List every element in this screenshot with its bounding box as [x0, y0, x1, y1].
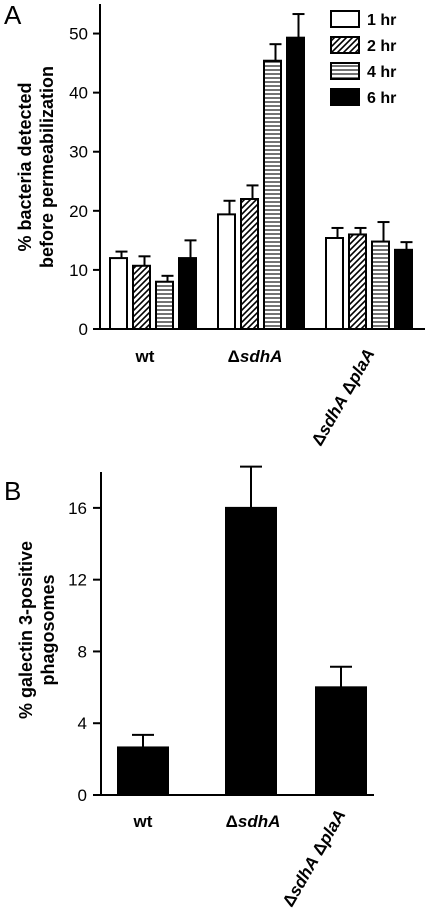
panel-a-y-tick-label: 0 [79, 320, 88, 339]
panel-a-category-label: ΔsdhA [228, 347, 283, 366]
panel-b-category-label-part-0: wt [133, 812, 153, 831]
panel-b-y-axis-label: % galectin 3-positive phagosomes [16, 541, 58, 719]
panel-a-plot-area: 0 10 20 30 40 50 % bacteria detected before per… [15, 4, 425, 449]
panel-b-bar [117, 746, 169, 796]
panel-a-y-axis-label: % bacteria detected before permeabilizati… [15, 66, 57, 268]
panel-a-category-label-part-1: sdhA [240, 347, 283, 366]
panel-a-bar [217, 213, 236, 330]
panel-a-legend-swatch [330, 10, 360, 28]
panel-a-category-label: ΔsdhA ΔplaA [308, 346, 379, 449]
panel-b-y-tick-label: 8 [78, 642, 87, 661]
panel-a-legend-label: 2 hr [367, 38, 396, 55]
panel-b-category-label: wt [133, 812, 153, 831]
panel-a-bar [155, 280, 174, 330]
panel-a-y-tick-label: 10 [69, 261, 88, 280]
panel-a-category-label-part-0: wt [135, 347, 155, 366]
panel-b-bar [315, 686, 367, 796]
panel-b-category-label: ΔsdhA ΔplaA [279, 807, 350, 910]
panel-b-y-tick-label: 16 [68, 499, 87, 518]
panel-b-category-label-part-0: Δ [226, 812, 238, 831]
panel-a-bar [394, 248, 413, 330]
panel-a-y-tick-label: 50 [69, 25, 88, 44]
panel-a-category-label-part-0: Δ [228, 347, 240, 366]
panel-a-category-label: wt [135, 347, 155, 366]
panel-a-bar [286, 36, 305, 330]
panel-a-legend-label: 4 hr [367, 64, 396, 81]
panel-a-bar [348, 233, 367, 330]
panel-b-category-label: ΔsdhA [226, 812, 281, 831]
panel-a-y-tick-label: 30 [69, 143, 88, 162]
panel-a-y-axis-label-line-1: before permeabilization [37, 66, 57, 268]
panel-b-plot-area: 0 4 8 12 16 % galectin 3-positive phagosomes wt… [16, 465, 374, 910]
panel-a-bar [109, 257, 128, 330]
panel-b-y-axis-label-line-0: % galectin 3-positive [16, 541, 36, 719]
panel-b-category-label-part-1: sdhA [238, 812, 281, 831]
panel-a-y-axis-label-line-0: % bacteria detected [15, 82, 35, 251]
panel-a-legend: 1 hr 2 hr 4 hr 6 hr [330, 10, 396, 107]
panel-b-y-axis-label-line-1: phagosomes [38, 574, 58, 685]
panel-a-bar [325, 237, 344, 330]
panel-a-bar [240, 198, 259, 330]
panel-a-bar [178, 257, 197, 330]
panel-a-legend-label: 1 hr [367, 12, 396, 29]
panel-b-bar [225, 506, 277, 796]
panel-a-letter: A [4, 0, 22, 30]
panel-a-legend-label: 6 hr [367, 90, 396, 107]
panel-b-letter: B [4, 476, 21, 506]
panel-a-y-tick-label: 40 [69, 84, 88, 103]
panel-a-legend-swatch [330, 62, 360, 80]
panel-b-y-tick-label: 12 [68, 571, 87, 590]
panel-a-bar [263, 59, 282, 331]
panel-b-y-tick-label: 4 [78, 714, 87, 733]
panel-a-bar [371, 240, 390, 330]
panel-a-legend-swatch [330, 88, 360, 106]
panel-a-legend-swatch [330, 36, 360, 54]
panel-a: A 0 10 20 30 40 50 % bacteria detected before p… [4, 0, 425, 449]
panel-a-bar [132, 264, 151, 331]
panel-a-y-tick-label: 20 [69, 202, 88, 221]
panel-b: B 0 4 8 12 16 % galectin 3-positive phagosomes… [4, 465, 374, 910]
panel-b-y-tick-label: 0 [78, 786, 87, 805]
